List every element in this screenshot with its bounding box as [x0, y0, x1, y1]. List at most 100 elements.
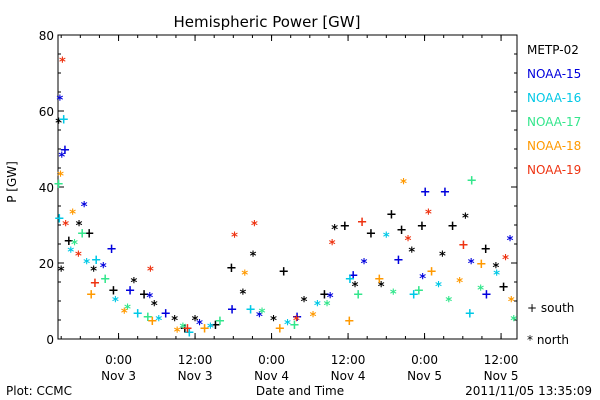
data-point-noaa-16: *	[155, 314, 162, 329]
data-point-metp-02: +	[63, 234, 74, 249]
data-point-noaa-15: *	[57, 94, 64, 109]
y-tick-label: 0	[46, 333, 54, 347]
data-point-noaa-15: +	[440, 185, 451, 200]
hemisphere-key-north: * north	[527, 333, 569, 347]
data-point-metp-02: +	[210, 318, 221, 333]
x-tick-label-date: Nov 3	[101, 369, 136, 383]
data-point-noaa-15: +	[292, 310, 303, 325]
data-point-noaa-16: +	[54, 211, 65, 226]
x-tick-label-time: 12:00	[178, 353, 213, 367]
data-point-metp-02: +	[339, 219, 350, 234]
data-point-noaa-19: +	[458, 238, 469, 253]
data-point-metp-02: +	[498, 280, 509, 295]
data-point-noaa-15: +	[348, 268, 359, 283]
data-point-noaa-18: +	[274, 322, 285, 337]
data-point-metp-02: *	[408, 246, 415, 261]
data-point-metp-02: +	[447, 219, 458, 234]
data-point-metp-02: *	[301, 295, 308, 310]
data-point-metp-02: *	[378, 280, 385, 295]
data-point-noaa-15: *	[468, 257, 475, 272]
data-point-noaa-17: *	[445, 295, 452, 310]
data-point-noaa-19: *	[75, 249, 82, 264]
data-point-noaa-17: +	[466, 173, 477, 188]
data-point-noaa-16: *	[112, 295, 119, 310]
data-point-noaa-18: +	[199, 322, 210, 337]
y-axis-label: P [GW]	[5, 161, 19, 203]
x-tick-label-date: Nov 5	[407, 369, 442, 383]
data-point-noaa-19: *	[502, 253, 509, 268]
x-tick-label-date: Nov 4	[254, 369, 289, 383]
x-tick-label-time: 0:00	[411, 353, 438, 367]
data-point-noaa-18: *	[508, 295, 515, 310]
y-tick-label: 40	[39, 181, 54, 195]
data-point-noaa-18: *	[174, 325, 181, 340]
data-point-noaa-18: *	[121, 306, 128, 321]
data-point-noaa-18: *	[456, 276, 463, 291]
y-tick-label: 60	[39, 105, 54, 119]
data-point-metp-02: +	[366, 227, 377, 242]
data-point-noaa-17: *	[71, 238, 78, 253]
data-point-metp-02: *	[352, 280, 359, 295]
data-point-noaa-15: +	[160, 306, 171, 321]
legend-entry-metp-02: METP-02	[527, 43, 579, 57]
data-point-noaa-18: +	[344, 314, 355, 329]
data-point-noaa-16: *	[207, 322, 214, 337]
data-point-noaa-18: +	[374, 272, 385, 287]
legend-entry-noaa-17: NOAA-17	[527, 115, 581, 129]
data-point-noaa-15: *	[81, 200, 88, 215]
data-point-noaa-16: +	[245, 303, 256, 318]
legend-entry-noaa-15: NOAA-15	[527, 67, 581, 81]
data-point-metp-02: *	[462, 211, 469, 226]
data-point-noaa-18: *	[69, 208, 76, 223]
data-point-noaa-16: *	[83, 257, 90, 272]
data-point-noaa-19: *	[62, 219, 69, 234]
data-point-noaa-15: *	[361, 257, 368, 272]
data-point-noaa-17: +	[413, 284, 424, 299]
data-point-noaa-16: +	[464, 306, 475, 321]
data-point-noaa-15: *	[146, 291, 153, 306]
data-point-noaa-15: *	[100, 261, 107, 276]
data-point-metp-02: *	[55, 116, 62, 131]
data-point-noaa-17: *	[510, 314, 517, 329]
data-point-noaa-15: +	[393, 253, 404, 268]
data-point-noaa-17: +	[214, 314, 225, 329]
data-point-metp-02: *	[239, 287, 246, 302]
data-point-noaa-19: *	[329, 238, 336, 253]
data-point-noaa-16: *	[435, 280, 442, 295]
data-point-noaa-15: *	[507, 234, 514, 249]
data-point-metp-02: +	[417, 219, 428, 234]
data-point-metp-02: *	[192, 314, 199, 329]
data-point-noaa-18: +	[426, 265, 437, 280]
data-point-noaa-15: +	[106, 242, 117, 257]
data-point-noaa-17: *	[477, 284, 484, 299]
data-point-metp-02: +	[84, 227, 95, 242]
data-point-noaa-19: *	[147, 265, 154, 280]
data-point-noaa-15: *	[327, 291, 334, 306]
data-point-noaa-19: +	[90, 276, 101, 291]
data-point-noaa-19: *	[251, 219, 258, 234]
data-point-noaa-18: *	[241, 268, 248, 283]
data-point-metp-02: *	[151, 299, 158, 314]
data-point-metp-02: *	[270, 314, 277, 329]
data-point-metp-02: *	[331, 223, 338, 238]
data-point-metp-02: *	[90, 265, 97, 280]
data-point-noaa-18: *	[310, 310, 317, 325]
data-point-noaa-15: +	[227, 303, 238, 318]
data-points: **+*+*+*+**+* ++***+*+* +*+*++*+*+*+*+**+*…	[53, 56, 517, 341]
data-point-metp-02: +	[386, 208, 397, 223]
data-point-metp-02: *	[439, 249, 446, 264]
data-point-noaa-19: *	[425, 208, 432, 223]
legend-entry-noaa-19: NOAA-19	[527, 163, 581, 177]
data-point-metp-02: +	[278, 265, 289, 280]
data-point-noaa-16: +	[91, 253, 102, 268]
data-point-metp-02: *	[250, 249, 257, 264]
data-point-noaa-17: +	[142, 310, 153, 325]
data-point-metp-02: +	[396, 223, 407, 238]
data-point-noaa-15: *	[58, 151, 65, 166]
data-point-noaa-16: *	[383, 230, 390, 245]
legend-entry-noaa-18: NOAA-18	[527, 139, 581, 153]
data-point-noaa-17: *	[324, 299, 331, 314]
data-point-noaa-17: +	[53, 177, 64, 192]
data-point-noaa-18: +	[86, 287, 97, 302]
